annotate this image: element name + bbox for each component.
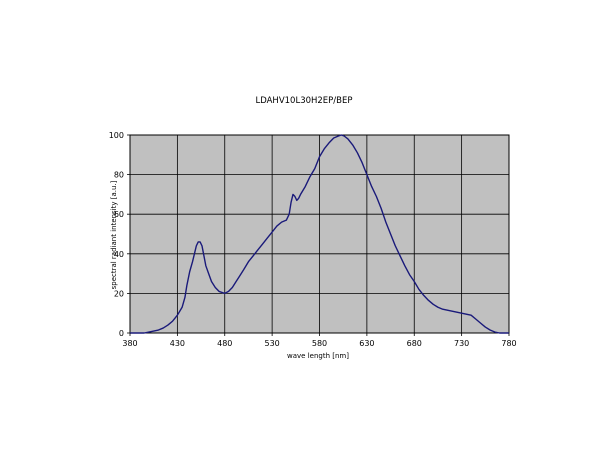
y-tick-label: 40 <box>114 250 124 259</box>
y-tick-label: 60 <box>114 210 124 219</box>
x-tick-label: 730 <box>454 339 469 348</box>
x-tick-label: 630 <box>359 339 374 348</box>
x-tick-label: 380 <box>122 339 137 348</box>
x-tick-label: 680 <box>407 339 422 348</box>
x-tick-label: 780 <box>501 339 516 348</box>
y-axis-label: spectral radiant intensity [a.u.] <box>110 180 118 289</box>
tick-labels: 380 430 480 530 580 630 680 730 780 0 20 40 60 80 100 <box>109 131 517 348</box>
chart-title: LDAHV10L30H2EP/BEP <box>255 96 352 106</box>
series-layer <box>130 134 509 334</box>
x-tick-label: 480 <box>217 339 232 348</box>
y-tick-label: 0 <box>119 329 124 338</box>
grid <box>130 134 509 333</box>
y-tick-label: 20 <box>114 289 124 298</box>
y-tick-label: 80 <box>114 171 124 180</box>
x-tick-label: 580 <box>312 339 327 348</box>
y-tick-label: 100 <box>109 131 124 140</box>
x-tick-label: 430 <box>170 339 185 348</box>
x-axis-label: wave length [nm] <box>287 352 349 360</box>
series-line <box>130 134 509 334</box>
x-tick-label: 530 <box>264 339 279 348</box>
